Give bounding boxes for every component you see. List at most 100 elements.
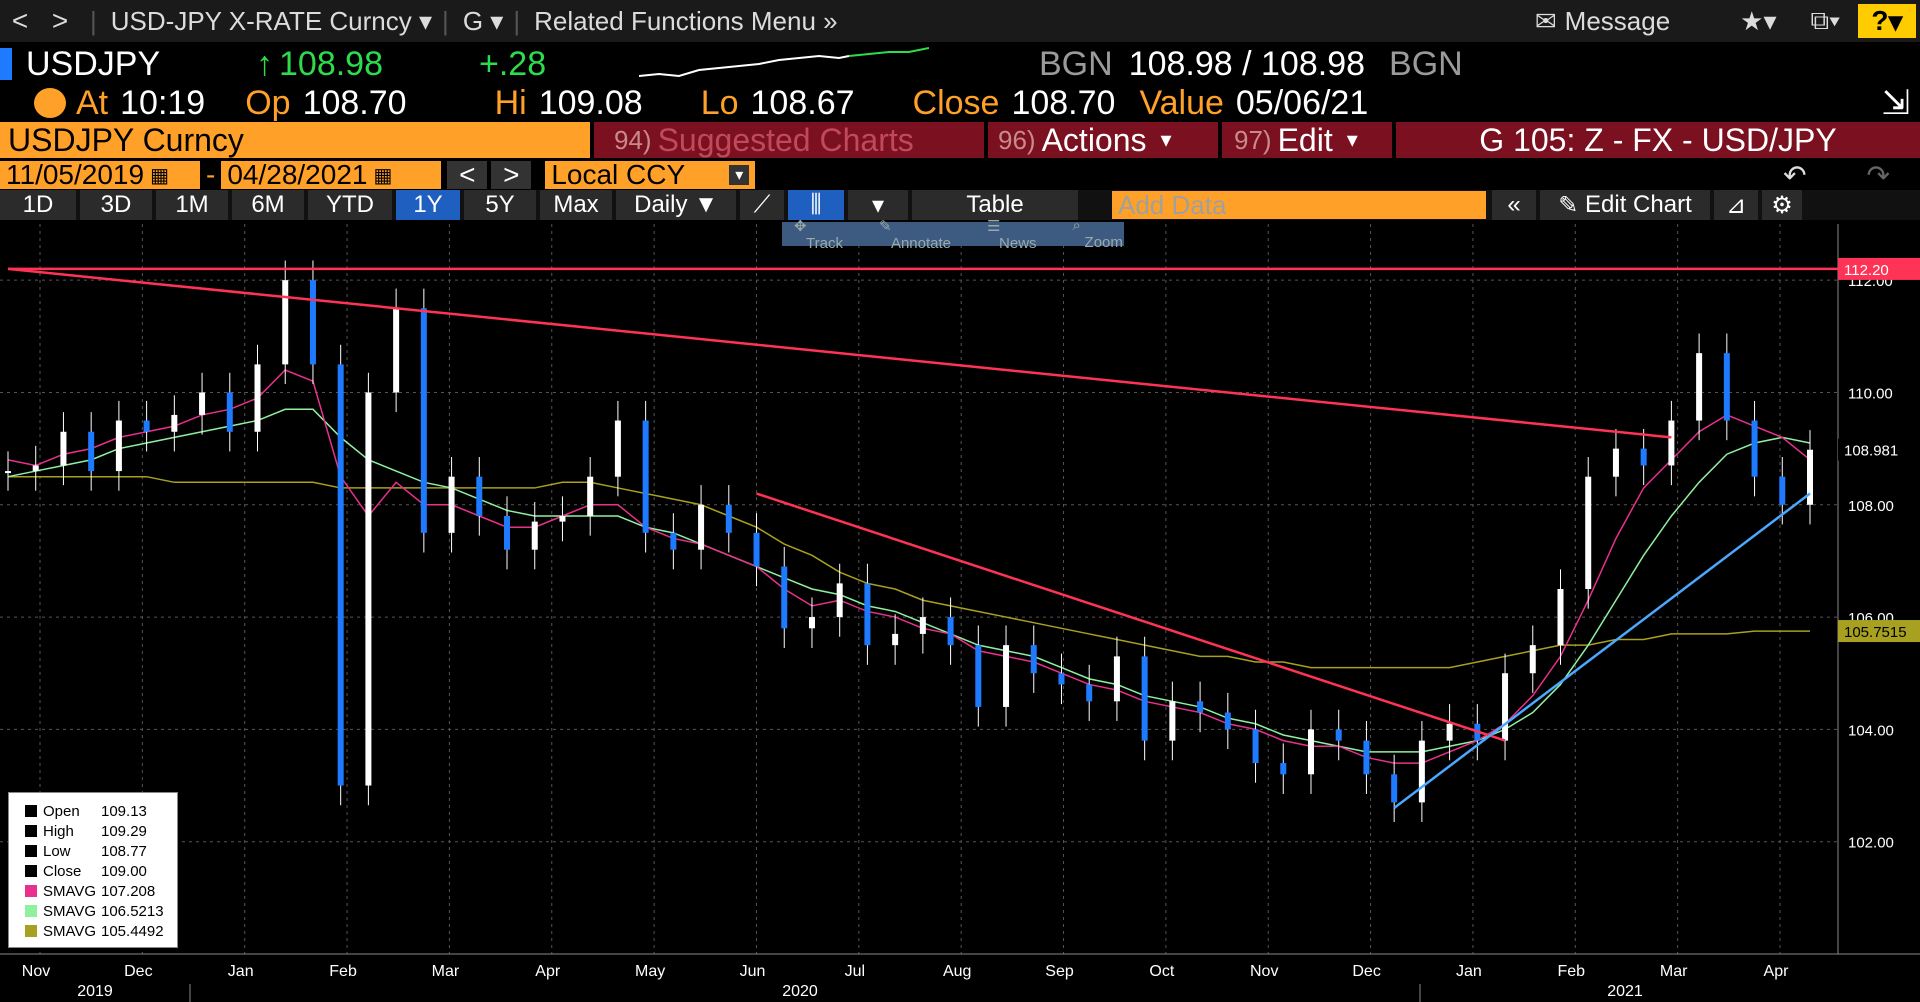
candle-body xyxy=(226,392,233,432)
start-date-field[interactable]: 11/05/2019 ▦ xyxy=(0,159,200,190)
table-button[interactable]: Table xyxy=(912,190,1078,220)
x-tick-label: Nov xyxy=(22,963,50,980)
period-ytd[interactable]: YTD xyxy=(308,190,392,220)
chevron-down-icon: ▾ xyxy=(1346,127,1358,152)
related-functions-menu[interactable]: Related Functions Menu » xyxy=(534,6,838,37)
redo-icon[interactable]: ↷ xyxy=(1866,159,1890,191)
edit-chart-button[interactable]: ✎ Edit Chart xyxy=(1540,190,1710,220)
frequency-dropdown[interactable]: Daily ▼ xyxy=(616,190,736,220)
chart-tools-icon[interactable]: ⊿ xyxy=(1714,190,1758,220)
candle-body xyxy=(32,465,39,472)
x-tick-label: Jan xyxy=(228,963,254,980)
candle-body xyxy=(1252,729,1259,764)
news-button[interactable]: ☰ News xyxy=(987,217,1037,252)
candle-body xyxy=(1169,701,1176,741)
chart-name: G 105: Z - FX - USD/JPY xyxy=(1396,122,1920,158)
candle-body xyxy=(864,583,871,646)
track-button[interactable]: ✥ Track xyxy=(794,217,843,252)
sma-line xyxy=(7,408,1811,753)
candle-body xyxy=(1363,740,1370,775)
currency-label: Local CCY xyxy=(551,159,686,190)
gear-icon[interactable]: ⚙ xyxy=(1762,190,1802,220)
period-3d[interactable]: 3D xyxy=(80,190,152,220)
period-5y[interactable]: 5Y xyxy=(464,190,536,220)
candlestick-icon[interactable]: ⫼ xyxy=(788,190,844,220)
security-dropdown-label: USD-JPY X-RATE Curncy xyxy=(110,5,412,36)
actions-label: Actions xyxy=(1041,121,1147,158)
window-icon[interactable]: ⧉▾ xyxy=(1810,5,1840,35)
message-button[interactable]: ✉ Message xyxy=(1535,6,1670,37)
calendar-icon[interactable]: ▦ xyxy=(150,164,169,187)
previous-period-button[interactable]: < xyxy=(447,159,488,190)
value-label: Value xyxy=(1139,83,1224,122)
function-dropdown-label: G xyxy=(462,5,484,36)
period-1d[interactable]: 1D xyxy=(0,190,76,220)
x-tick-label: Sep xyxy=(1045,963,1074,980)
period-max[interactable]: Max xyxy=(540,190,612,220)
candle-body xyxy=(420,308,427,533)
candle-body xyxy=(670,532,677,550)
resistance-tag: 112.20 xyxy=(1844,262,1889,279)
date-range-bar: 11/05/2019 ▦ - 04/28/2021 ▦ < > Local CCY ▾… xyxy=(0,159,1920,191)
legend-row: Low 108.77 xyxy=(17,841,177,861)
candle-body xyxy=(1391,774,1398,803)
help-label: ? xyxy=(1871,5,1889,36)
sma-line xyxy=(8,475,1810,669)
price-chart[interactable]: Nov Dec Jan Feb Mar Apr May Jun Jul Aug Sep Oct Nov D… xyxy=(0,224,1920,1002)
end-date: 04/28/2021 xyxy=(227,159,368,190)
x-tick-label: May xyxy=(635,963,665,980)
period-6m[interactable]: 6M xyxy=(232,190,304,220)
legend-row: High 109.29 xyxy=(17,821,177,841)
low-value: 108.67 xyxy=(750,83,855,122)
star-icon[interactable]: ★▾ xyxy=(1740,5,1777,36)
legend-swatch xyxy=(25,805,37,817)
x-tick-label: Jun xyxy=(740,963,766,980)
security-field[interactable]: USDJPY Curncy xyxy=(0,122,590,158)
at-time: 10:19 xyxy=(120,83,206,122)
edit-menu[interactable]: 97) Edit ▾ xyxy=(1222,122,1392,158)
line-chart-icon[interactable]: ⟋ xyxy=(740,190,784,220)
table-label: Table xyxy=(966,191,1024,218)
chevron-down-icon[interactable]: ▾ xyxy=(848,190,908,220)
help-button[interactable]: ? ▾ xyxy=(1858,4,1916,38)
annotate-button[interactable]: ✎ Annotate xyxy=(878,217,952,252)
zoom-button[interactable]: ⌕ Zoom xyxy=(1072,217,1123,251)
candle-body xyxy=(1640,448,1647,466)
candle-body xyxy=(1612,448,1619,477)
forward-button[interactable]: > xyxy=(51,5,69,36)
chevron-down-icon: ▾ xyxy=(1160,127,1172,152)
function-dropdown[interactable]: G ▾ xyxy=(463,6,504,37)
period-1y[interactable]: 1Y xyxy=(396,190,460,220)
divider: | xyxy=(513,5,521,36)
pop-out-icon[interactable]: ⇲ xyxy=(1881,84,1911,122)
suggested-charts-button[interactable]: 94) Suggested Charts xyxy=(594,122,984,158)
period-1m[interactable]: 1M xyxy=(156,190,228,220)
x-tick-label: Nov xyxy=(1250,963,1278,980)
collapse-icon[interactable]: « xyxy=(1492,190,1536,220)
pencil-icon: ✎ xyxy=(1558,191,1579,219)
clock-icon xyxy=(34,88,66,118)
sma-tag-bg xyxy=(1838,620,1920,643)
next-period-button[interactable]: > xyxy=(491,159,532,190)
sparkline xyxy=(639,47,929,78)
legend-value: 109.29 xyxy=(101,822,147,840)
frequency-label: Daily xyxy=(634,191,688,218)
add-data-input[interactable]: Add Data xyxy=(1112,190,1486,220)
bid-source: BGN xyxy=(1039,44,1113,83)
candle-body xyxy=(1557,589,1564,646)
candle-body xyxy=(282,280,289,365)
calendar-icon[interactable]: ▦ xyxy=(373,164,393,187)
close-label: Close xyxy=(912,83,1000,122)
back-button[interactable]: < xyxy=(11,5,29,36)
year-label: 2019 xyxy=(77,983,113,1000)
related-functions-label: Related Functions Menu xyxy=(534,5,816,36)
end-date-field[interactable]: 04/28/2021 ▦ xyxy=(221,159,442,190)
candle-body xyxy=(60,431,67,466)
undo-icon[interactable]: ↶ xyxy=(1783,159,1807,191)
legend-name: SMAVG xyxy=(43,882,97,900)
candle-body xyxy=(725,504,732,533)
security-dropdown[interactable]: USD-JPY X-RATE Curncy ▾ xyxy=(111,6,432,37)
quote-line: USDJPY ↑ 108.98 +.28 BGN 108.98 / 108.98… xyxy=(0,44,1920,84)
currency-dropdown[interactable]: Local CCY ▾ xyxy=(545,159,756,190)
actions-menu[interactable]: 96) Actions ▾ xyxy=(988,122,1218,158)
